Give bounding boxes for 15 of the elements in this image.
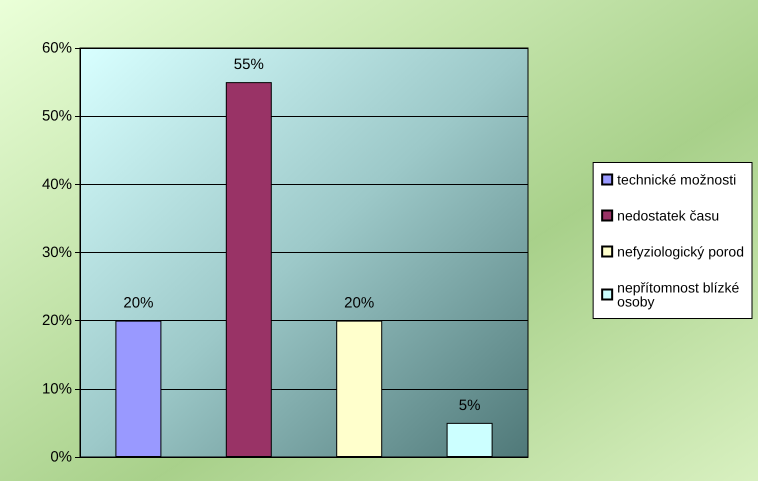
data-label: 20% [123,294,154,312]
data-label: 5% [458,396,480,414]
data-label: 20% [344,294,374,312]
y-tick-label: 50% [42,108,72,125]
y-tick-label: 20% [42,312,72,330]
legend-label: nefyziologický porod [617,244,744,260]
data-label: 55% [234,56,264,74]
y-tick-label: 10% [42,380,72,398]
legend-label: nepřítomnost blízké osoby [617,280,744,310]
y-tick-label: 0% [50,448,72,466]
legend-label: technické možnosti [617,172,736,188]
y-tick-label: 40% [42,176,72,193]
y-tick-label: 60% [42,40,72,56]
legend-label: nedostatek času [617,208,720,224]
y-tick-label: 30% [42,244,72,261]
